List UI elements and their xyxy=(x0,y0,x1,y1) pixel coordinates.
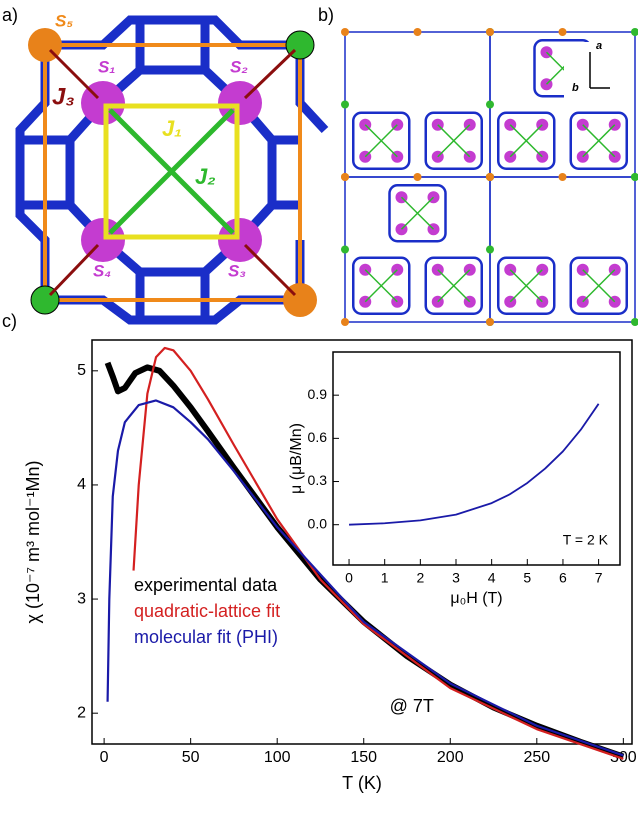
annotation: T = 2 K xyxy=(563,532,609,548)
site-label: S₃ xyxy=(228,261,246,280)
coupling-label: J₃ xyxy=(52,83,75,110)
legend-entry: molecular fit (PHI) xyxy=(134,627,278,647)
legend-entry: quadratic-lattice fit xyxy=(134,601,280,621)
node-atom xyxy=(631,318,638,326)
y-tick-label: 0.9 xyxy=(308,386,328,402)
x-tick-label: 50 xyxy=(182,749,200,766)
node-atom xyxy=(631,28,638,36)
x-tick-label: 5 xyxy=(523,570,531,586)
bond xyxy=(365,270,397,302)
y-tick-label: 3 xyxy=(77,590,86,607)
site-label: S₂ xyxy=(230,57,248,76)
node-atom xyxy=(414,173,422,181)
y-axis-label: μ (μB/Mn) xyxy=(288,423,305,494)
x-tick-label: 1 xyxy=(381,570,389,586)
node-atom xyxy=(341,28,349,36)
panel-b: b) a b xyxy=(318,5,638,326)
site-label: S₁ xyxy=(98,57,115,76)
site-label: S₄ xyxy=(93,261,111,280)
x-tick-label: 3 xyxy=(452,570,460,586)
coupling-label: J₂ xyxy=(195,164,216,189)
node-atom xyxy=(486,173,494,181)
y-tick-label: 5 xyxy=(77,362,86,379)
node-atom xyxy=(414,28,422,36)
node-atom xyxy=(559,173,567,181)
x-axis-label: μ₀H (T) xyxy=(450,590,502,607)
coupling-label: J₁ xyxy=(162,116,182,141)
panel-label: b) xyxy=(318,5,334,25)
node-atom xyxy=(341,173,349,181)
y-tick-label: 4 xyxy=(77,476,86,493)
bond xyxy=(583,125,615,157)
node-atom xyxy=(486,246,494,254)
bond xyxy=(402,197,434,229)
figure: a) S₁ S₂ S₃ S₄ S₅ J₁ J₂ J₃ b) a b c) 050… xyxy=(0,0,638,834)
x-tick-label: 250 xyxy=(523,749,550,766)
axis-label: b xyxy=(572,82,579,94)
panel-label: c) xyxy=(2,311,17,331)
x-tick-label: 150 xyxy=(350,749,377,766)
x-tick-label: 6 xyxy=(559,570,567,586)
axis-label: a xyxy=(596,40,602,52)
bond xyxy=(365,125,397,157)
y-tick-label: 0.6 xyxy=(308,429,328,445)
node-atom xyxy=(486,28,494,36)
panel-label: a) xyxy=(2,5,18,25)
y-tick-label: 0.0 xyxy=(308,515,328,531)
x-tick-label: 7 xyxy=(595,570,603,586)
x-tick-label: 100 xyxy=(264,749,291,766)
panel-a: a) S₁ S₂ S₃ S₄ S₅ J₁ J₂ J₃ xyxy=(2,5,325,320)
node-atom xyxy=(341,101,349,109)
bond xyxy=(438,125,470,157)
node-atom xyxy=(559,28,567,36)
bond xyxy=(510,270,542,302)
node-atom xyxy=(486,318,494,326)
x-tick-label: 200 xyxy=(437,749,464,766)
x-tick-label: 0 xyxy=(345,570,353,586)
y-tick-label: 2 xyxy=(77,704,86,721)
annotation: @ 7T xyxy=(390,696,434,716)
x-tick-label: 2 xyxy=(416,570,424,586)
node-atom xyxy=(341,318,349,326)
x-tick-label: 0 xyxy=(100,749,109,766)
site-label: S₅ xyxy=(55,11,73,30)
bond xyxy=(510,125,542,157)
y-tick-label: 0.3 xyxy=(308,472,328,488)
bond xyxy=(438,270,470,302)
node-atom xyxy=(631,173,638,181)
x-axis-label: T (K) xyxy=(342,773,382,793)
node-atom xyxy=(341,246,349,254)
bond xyxy=(583,270,615,302)
y-axis-label: χ (10⁻⁷ m³ mol⁻¹Mn) xyxy=(23,461,43,624)
x-tick-label: 4 xyxy=(488,570,496,586)
legend-entry: experimental data xyxy=(134,575,278,595)
node-atom xyxy=(486,101,494,109)
